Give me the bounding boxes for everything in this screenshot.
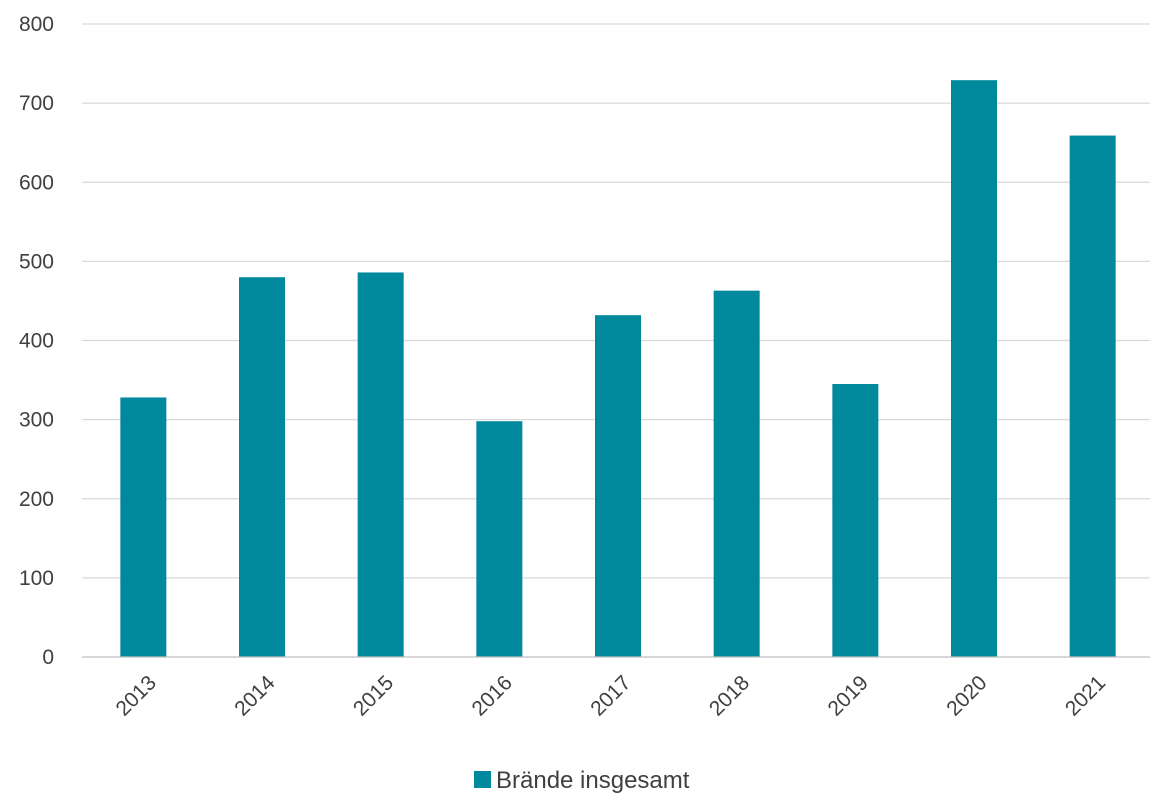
y-tick-label: 0 [42, 646, 54, 669]
bar-2014 [239, 277, 285, 657]
bar-2016 [476, 421, 523, 657]
y-axis-ticks: 0 100 200 300 400 500 600 700 800 [19, 13, 54, 669]
y-tick-label: 800 [19, 13, 54, 36]
legend: Brände insgesamt [474, 767, 690, 794]
bar-2019 [832, 384, 879, 657]
bar-2018 [713, 290, 760, 657]
y-tick-label: 700 [19, 92, 54, 115]
bar-2020 [951, 80, 997, 657]
y-tick-label: 400 [19, 330, 54, 353]
bars [120, 80, 1116, 657]
x-tick-label: 2018 [705, 671, 754, 720]
x-tick-label: 2016 [468, 671, 517, 720]
y-tick-label: 300 [19, 409, 54, 432]
bar-2021 [1069, 135, 1116, 657]
y-tick-label: 100 [19, 567, 54, 590]
x-tick-label: 2015 [349, 671, 398, 720]
legend-swatch [474, 771, 491, 788]
x-tick-label: 2020 [942, 671, 991, 720]
y-tick-label: 600 [19, 171, 54, 194]
x-tick-label: 2017 [586, 671, 635, 720]
bar-2017 [595, 315, 641, 657]
bar-2015 [357, 272, 404, 657]
x-tick-label: 2021 [1061, 671, 1110, 720]
x-tick-label: 2013 [112, 671, 161, 720]
x-tick-label: 2019 [824, 671, 873, 720]
y-tick-label: 500 [19, 250, 54, 273]
y-tick-label: 200 [19, 488, 54, 511]
legend-label: Brände insgesamt [496, 767, 690, 794]
bar-2013 [120, 397, 167, 657]
x-axis-ticks: 2013 2014 2015 2016 2017 2018 2019 2020 2021 [112, 671, 1111, 721]
x-tick-label: 2014 [230, 671, 280, 721]
